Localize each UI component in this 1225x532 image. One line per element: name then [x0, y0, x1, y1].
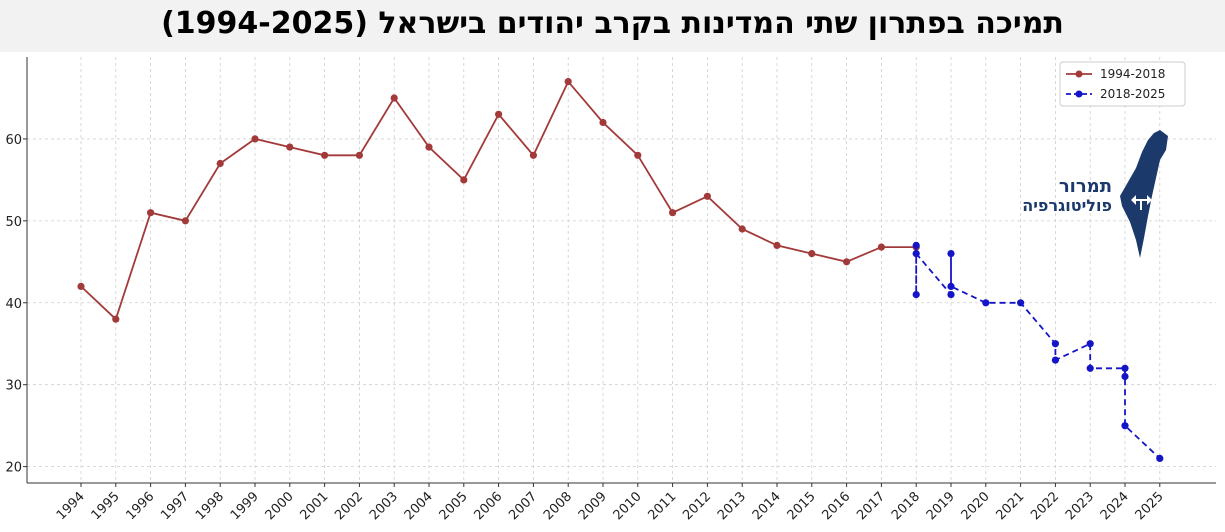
data-point [460, 176, 468, 184]
x-tick-label: 2016 [819, 489, 853, 523]
data-point [216, 159, 224, 168]
data-point [1121, 364, 1129, 372]
x-tick-label: 2014 [750, 489, 784, 523]
y-tick-label: 20 [5, 461, 22, 476]
x-tick-label: 2018 [889, 489, 923, 523]
data-point [390, 94, 398, 102]
data-point [181, 217, 189, 225]
legend-marker-1 [1075, 70, 1083, 78]
data-point [1017, 299, 1025, 307]
x-tick-label: 2003 [367, 489, 401, 523]
data-point [1121, 422, 1129, 430]
logo-line-2: פוליטוגרפיה [1022, 196, 1112, 215]
data-point [77, 282, 85, 290]
x-tick-label: 2002 [332, 489, 366, 523]
series-layer [77, 78, 1164, 462]
x-tick-labels: 1994 1995 1996 1997 1998 1999 2000 2001 2002 2003… [54, 489, 1167, 523]
data-point [912, 291, 920, 299]
x-tick-label: 1995 [89, 489, 123, 523]
direction-sign-icon [1131, 195, 1152, 210]
x-tick-label: 2021 [993, 489, 1027, 523]
axes [23, 57, 1216, 487]
data-point [1086, 340, 1094, 348]
data-point [599, 118, 607, 127]
data-point [669, 209, 677, 217]
data-point [808, 250, 816, 258]
x-tick-label: 2013 [715, 489, 749, 523]
data-point [529, 151, 538, 159]
data-point [147, 209, 155, 217]
y-tick-label: 60 [5, 133, 22, 148]
data-point [947, 250, 955, 258]
data-point [355, 151, 363, 159]
data-point [425, 143, 433, 151]
data-point [1051, 340, 1059, 348]
logo-line-1: תמרור [1059, 176, 1112, 197]
data-point [773, 241, 781, 249]
x-tick-label: 2011 [645, 489, 679, 523]
data-point [634, 151, 642, 159]
series-line-2 [915, 245, 1161, 460]
x-tick-label: 1994 [54, 489, 88, 523]
x-tick-label: 2020 [959, 489, 993, 523]
data-point [286, 143, 294, 151]
grid-lines [27, 57, 1216, 483]
data-point [912, 241, 920, 249]
x-tick-label: 2000 [263, 489, 297, 523]
legend: 1994-2018 2018-2025 [1059, 61, 1186, 107]
data-point [1051, 356, 1059, 364]
x-tick-label: 2007 [506, 489, 540, 523]
data-point [1121, 372, 1129, 381]
x-tick-label: 2010 [611, 489, 645, 523]
y-tick-label: 50 [5, 215, 22, 230]
chart-title: תמיכה בפתרון שתי המדינות בקרב יהודים ביש… [161, 6, 1064, 41]
x-tick-label: 2017 [854, 489, 888, 523]
data-point [321, 151, 329, 159]
legend-marker-2 [1075, 90, 1083, 98]
israel-map-icon [1120, 130, 1168, 258]
x-tick-label: 2015 [785, 489, 819, 523]
x-tick-label: 2019 [924, 489, 958, 523]
y-tick-label: 40 [5, 297, 22, 312]
legend-label-1: 1994-2018 [1100, 67, 1165, 81]
x-tick-label: 2005 [437, 489, 471, 523]
y-tick-labels: 20 30 40 50 60 [5, 133, 22, 476]
data-point [1086, 364, 1094, 372]
x-tick-label: 1999 [228, 489, 262, 523]
data-point [947, 282, 955, 290]
data-point [947, 291, 955, 299]
legend-box [1059, 61, 1186, 107]
x-tick-label: 1998 [193, 489, 227, 523]
data-point [251, 135, 259, 143]
data-point [877, 243, 886, 251]
x-tick-label: 1996 [123, 489, 157, 523]
y-tick-label: 30 [5, 379, 22, 394]
data-point [1156, 454, 1164, 462]
brand-logo: תמרור פוליטוגרפיה [1022, 130, 1168, 258]
data-point [843, 258, 851, 266]
data-point [564, 78, 572, 86]
data-point [912, 250, 920, 258]
data-point [495, 110, 503, 118]
x-tick-label: 2012 [680, 489, 714, 523]
data-point [112, 315, 120, 323]
legend-label-2: 2018-2025 [1100, 87, 1165, 101]
title-bar [0, 0, 1225, 52]
x-tick-label: 2023 [1063, 489, 1097, 523]
x-tick-label: 2025 [1133, 489, 1167, 523]
x-tick-label: 2001 [297, 489, 331, 523]
data-point [703, 192, 712, 200]
x-tick-label: 2004 [402, 489, 436, 523]
x-tick-label: 2008 [541, 489, 575, 523]
data-point [738, 225, 746, 233]
data-point [982, 299, 990, 307]
x-tick-label: 2009 [576, 489, 610, 523]
x-tick-label: 1997 [158, 489, 192, 523]
x-tick-label: 2024 [1098, 489, 1132, 523]
x-tick-label: 2022 [1028, 489, 1062, 523]
x-tick-label: 2006 [471, 489, 505, 523]
